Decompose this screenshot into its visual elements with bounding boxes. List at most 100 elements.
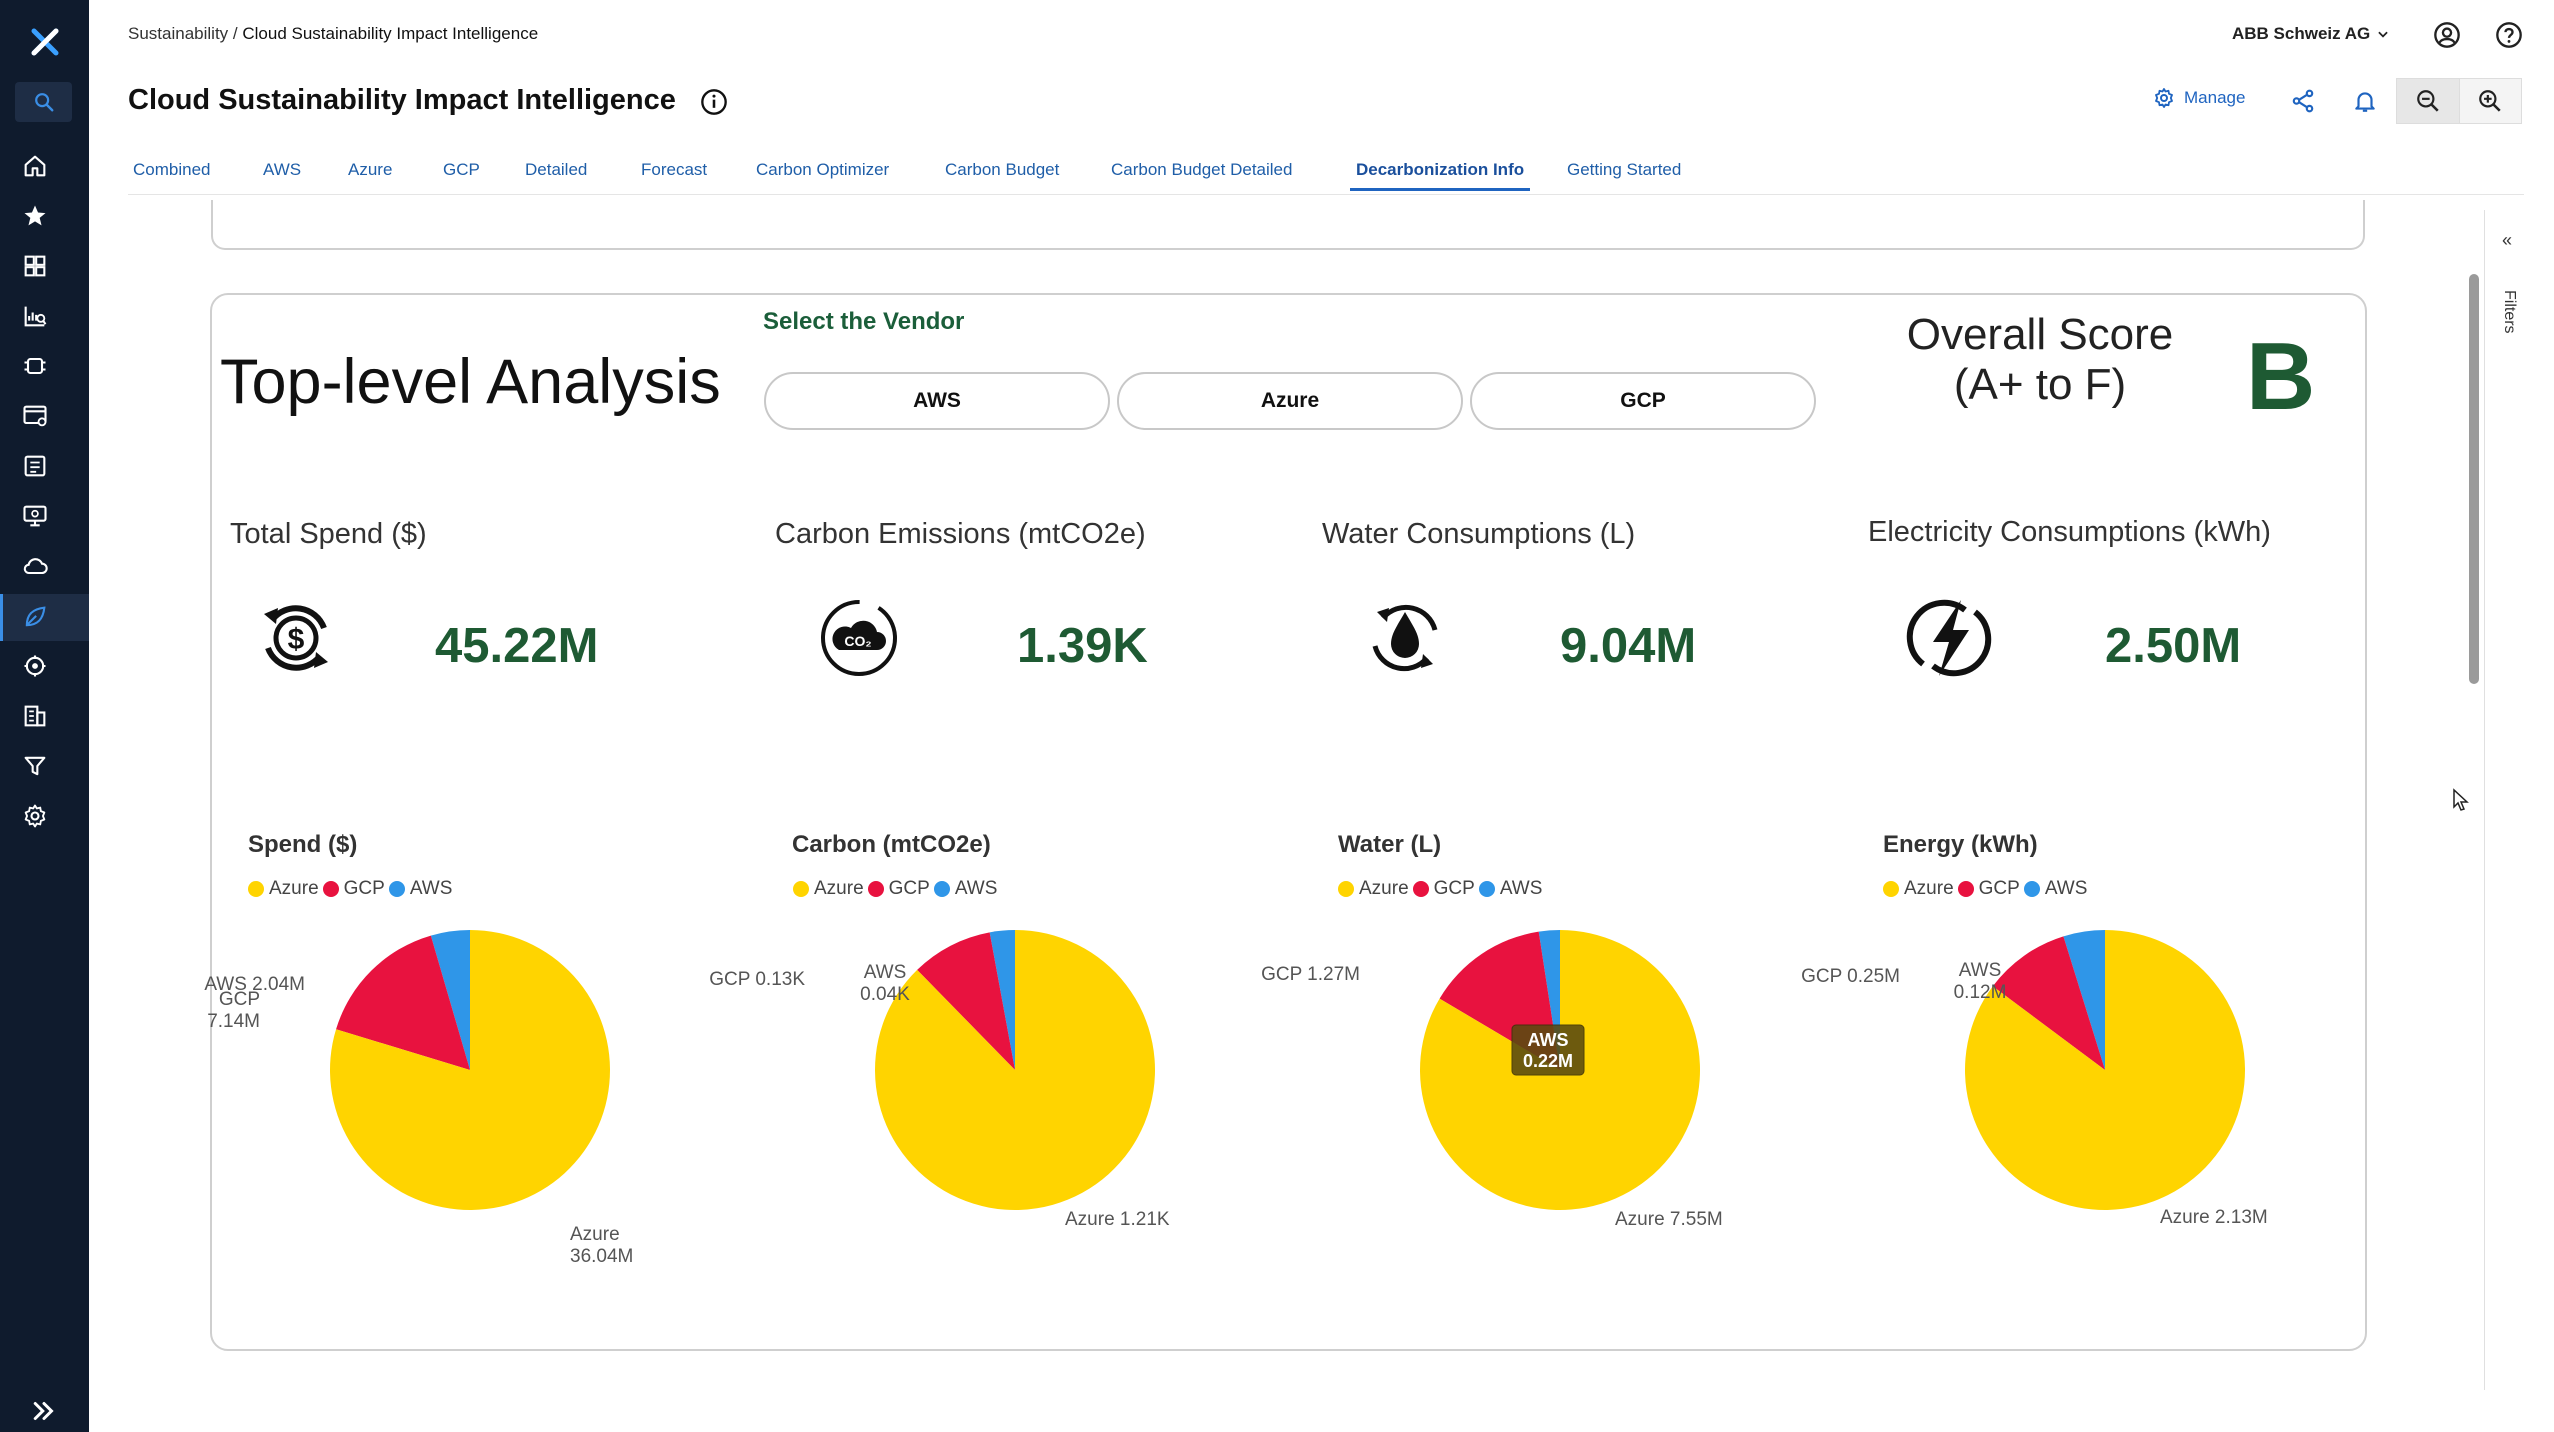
legend-item-aws[interactable]: AWS <box>388 878 453 900</box>
legend-swatch <box>388 881 405 897</box>
logo-icon[interactable] <box>29 26 61 58</box>
vendor-azure-button[interactable]: Azure <box>1117 372 1463 430</box>
pie-label-gcp: GCP 7.14M <box>207 989 260 1032</box>
tab-carbon-optimizer[interactable]: Carbon Optimizer <box>756 160 890 179</box>
pie-slice-aws[interactable] <box>430 930 470 1070</box>
help-icon[interactable] <box>2494 20 2524 50</box>
legend-item-aws[interactable]: AWS <box>2023 878 2087 900</box>
legend-swatch <box>793 881 809 897</box>
manage-label: Manage <box>2184 88 2246 107</box>
legend-item-azure[interactable]: Azure <box>248 878 319 900</box>
legend-label: AWS <box>954 878 998 899</box>
filters-rail-divider <box>2484 210 2485 1390</box>
score-title-line2: (A+ to F) <box>1953 360 2127 409</box>
legend-label: AWS <box>1499 878 1543 899</box>
org-selector[interactable]: ABB Schweiz AG <box>2232 24 2390 44</box>
pie-chart-energy: Azure 2.13M GCP 0.25M AWS 0.12M <box>1801 930 2268 1228</box>
pie-slice-gcp[interactable] <box>1992 936 2105 1070</box>
search-icon[interactable] <box>15 82 72 122</box>
leaf-icon[interactable] <box>19 601 51 633</box>
tab-carbon-budget-detailed[interactable]: Carbon Budget Detailed <box>1111 160 1293 179</box>
ai-icon[interactable] <box>19 650 51 682</box>
chevron-left-icon[interactable]: « <box>2502 230 2513 250</box>
legend-label: AWS <box>409 878 453 899</box>
tab-combined[interactable]: Combined <box>133 160 211 179</box>
pie-slice-aws[interactable] <box>989 930 1015 1070</box>
pie-slice-aws[interactable] <box>2063 930 2105 1070</box>
co2-cloud-icon: CO₂ <box>821 600 897 676</box>
scrollbar[interactable] <box>2469 274 2479 684</box>
kpi-title-spend: Total Spend ($) <box>230 518 427 550</box>
breadcrumb-parent[interactable]: Sustainability <box>128 24 229 43</box>
dashboard-icon[interactable] <box>19 250 51 282</box>
home-icon[interactable] <box>19 150 51 182</box>
tab-aws[interactable]: AWS <box>263 160 302 179</box>
share-icon[interactable] <box>2288 86 2318 116</box>
pie-slice-azure[interactable] <box>1965 930 2245 1210</box>
funnel-icon[interactable] <box>19 750 51 782</box>
svg-text:AWS: AWS <box>1527 1030 1568 1050</box>
water-drop-icon <box>1372 604 1438 672</box>
chart-title-carbon: Carbon (mtCO2e) <box>792 831 991 858</box>
analytics-icon[interactable] <box>19 300 51 332</box>
bell-icon[interactable] <box>2350 86 2380 116</box>
legend-label: GCP <box>343 878 385 899</box>
pie-slice-azure[interactable] <box>875 930 1155 1210</box>
settings-icon[interactable] <box>19 800 51 832</box>
analysis-title: Top-level Analysis <box>220 347 721 417</box>
chart-title-water: Water (L) <box>1338 831 1442 858</box>
billing-icon[interactable] <box>19 400 51 432</box>
zoom-in-icon[interactable] <box>2460 79 2522 123</box>
svg-text:CO₂: CO₂ <box>844 633 871 649</box>
analysis-card <box>210 293 2367 1351</box>
expand-icon[interactable] <box>29 1396 59 1426</box>
lightning-icon <box>1906 599 1992 677</box>
svg-text:$: $ <box>288 623 305 656</box>
tab-forecast[interactable]: Forecast <box>641 160 708 179</box>
legend-item-aws[interactable]: AWS <box>933 878 998 900</box>
pie-label-gcp: GCP 0.25M <box>1801 966 1900 987</box>
legend-label: Azure <box>269 878 319 899</box>
tab-carbon-budget[interactable]: Carbon Budget <box>945 160 1060 179</box>
vendor-aws-button[interactable]: AWS <box>764 372 1110 430</box>
tab-detailed[interactable]: Detailed <box>525 160 588 179</box>
filters-toggle[interactable]: Filters <box>2501 290 2518 334</box>
kpi-value-carbon: 1.39K <box>1017 619 1148 673</box>
kpi-value-spend: 45.22M <box>435 619 599 673</box>
integration-icon[interactable] <box>19 350 51 382</box>
tab-getting-started[interactable]: Getting Started <box>1567 160 1682 179</box>
user-account-icon[interactable] <box>2432 20 2462 50</box>
breadcrumb-current: Cloud Sustainability Impact Intelligence <box>242 24 539 43</box>
zoom-out-icon[interactable] <box>2397 79 2460 123</box>
pie-slice-gcp[interactable] <box>336 935 470 1070</box>
star-icon[interactable] <box>19 200 51 232</box>
cloud-icon[interactable] <box>19 550 51 582</box>
legend-item-gcp[interactable]: GCP <box>867 878 930 900</box>
legend-item-aws[interactable]: AWS <box>1478 878 1543 900</box>
legend-item-azure[interactable]: Azure <box>793 878 864 900</box>
kpi-value-water: 9.04M <box>1560 619 1697 673</box>
kpi-value-electricity: 2.50M <box>2105 619 2242 673</box>
legend-item-gcp[interactable]: GCP <box>322 878 385 900</box>
pie-slice-gcp[interactable] <box>917 932 1015 1070</box>
tab-azure[interactable]: Azure <box>348 160 393 179</box>
info-icon[interactable] <box>700 88 728 116</box>
reports-icon[interactable] <box>19 450 51 482</box>
legend-item-azure[interactable]: Azure <box>1338 878 1409 900</box>
legend-item-azure[interactable]: Azure <box>1883 878 1954 900</box>
breadcrumb: Sustainability / Cloud Sustainability Im… <box>128 24 538 44</box>
monitor-icon[interactable] <box>19 500 51 532</box>
legend-item-gcp[interactable]: GCP <box>1957 878 2020 900</box>
tab-decarbonization-info[interactable]: Decarbonization Info <box>1350 156 1531 191</box>
legend-label: GCP <box>1433 878 1475 899</box>
manage-button[interactable]: Manage <box>2152 86 2245 110</box>
pie-label-azure: Azure 1.21K <box>1065 1209 1170 1230</box>
building-icon[interactable] <box>19 700 51 732</box>
tab-gcp[interactable]: GCP <box>443 160 480 179</box>
legend-item-gcp[interactable]: GCP <box>1412 878 1475 900</box>
pie-slice-azure[interactable] <box>330 930 610 1210</box>
vendor-gcp-button[interactable]: GCP <box>1470 372 1816 430</box>
